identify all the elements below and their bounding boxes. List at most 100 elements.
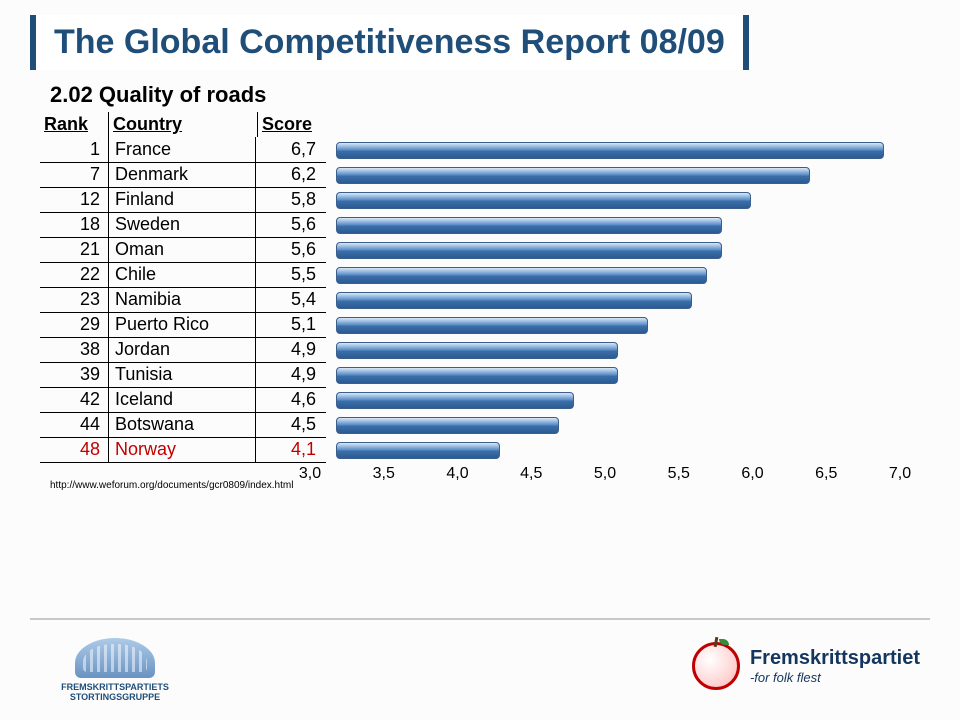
bar xyxy=(336,392,574,409)
cell-rank: 29 xyxy=(40,312,109,338)
table-row: 23Namibia5,4 xyxy=(40,287,920,312)
cell-country: Namibia xyxy=(109,287,256,313)
bar-cell xyxy=(326,162,920,187)
x-tick: 4,0 xyxy=(446,465,468,483)
cell-score: 4,6 xyxy=(256,387,326,413)
cell-country: Iceland xyxy=(109,387,256,413)
table-row: 38Jordan4,9 xyxy=(40,337,920,362)
cell-score: 4,9 xyxy=(256,337,326,363)
table-header-row: Rank Country Score xyxy=(40,112,920,137)
cell-rank: 39 xyxy=(40,362,109,388)
cell-rank: 18 xyxy=(40,212,109,238)
bar xyxy=(336,142,884,159)
table-row: 22Chile5,5 xyxy=(40,262,920,287)
logo-right-line1: Fremskrittspartiet xyxy=(750,647,920,670)
header-country: Country xyxy=(109,112,258,137)
logo-right-line2: -for folk flest xyxy=(750,670,920,685)
cell-rank: 38 xyxy=(40,337,109,363)
source-url: http://www.weforum.org/documents/gcr0809… xyxy=(50,480,293,491)
cell-rank: 21 xyxy=(40,237,109,263)
apple-icon xyxy=(692,642,740,690)
cell-score: 5,6 xyxy=(256,212,326,238)
cell-country: Finland xyxy=(109,187,256,213)
bar-cell xyxy=(326,312,920,337)
cell-score: 5,1 xyxy=(256,312,326,338)
cell-score: 5,4 xyxy=(256,287,326,313)
cell-rank: 44 xyxy=(40,412,109,438)
cell-score: 5,5 xyxy=(256,262,326,288)
table-row: 42Iceland4,6 xyxy=(40,387,920,412)
bar-cell xyxy=(326,237,920,262)
cell-country: Denmark xyxy=(109,162,256,188)
cell-rank: 22 xyxy=(40,262,109,288)
bar xyxy=(336,342,618,359)
bar-cell xyxy=(326,212,920,237)
cell-country: Botswana xyxy=(109,412,256,438)
table-row: 7Denmark6,2 xyxy=(40,162,920,187)
bar xyxy=(336,317,648,334)
cell-country: Puerto Rico xyxy=(109,312,256,338)
bar-cell xyxy=(326,137,920,162)
x-tick: 6,0 xyxy=(741,465,763,483)
header-rank: Rank xyxy=(40,112,109,137)
cell-country: France xyxy=(109,137,256,163)
table-row: 44Botswana4,5 xyxy=(40,412,920,437)
bar xyxy=(336,417,559,434)
x-tick: 5,0 xyxy=(594,465,616,483)
x-tick: 3,0 xyxy=(299,465,321,483)
cell-score: 4,1 xyxy=(256,437,326,463)
cell-score: 5,6 xyxy=(256,237,326,263)
cell-country: Chile xyxy=(109,262,256,288)
logo-right: Fremskrittspartiet -for folk flest xyxy=(692,642,920,690)
table-row: 48Norway4,1 xyxy=(40,437,920,462)
x-axis: 3,0 3,5 4,0 4,5 5,0 5,5 6,0 6,5 7,0 xyxy=(300,462,920,484)
cell-score: 6,2 xyxy=(256,162,326,188)
cell-country: Jordan xyxy=(109,337,256,363)
cell-rank: 12 xyxy=(40,187,109,213)
logo-left-line2: STORTINGSGRUPPE xyxy=(40,692,190,702)
bar-cell xyxy=(326,362,920,387)
cell-country: Sweden xyxy=(109,212,256,238)
logo-left: FREMSKRITTSPARTIETS STORTINGSGRUPPE xyxy=(40,638,190,702)
x-tick: 4,5 xyxy=(520,465,542,483)
x-tick: 6,5 xyxy=(815,465,837,483)
table-row: 18Sweden5,6 xyxy=(40,212,920,237)
bar xyxy=(336,292,692,309)
bar-cell xyxy=(326,262,920,287)
x-tick: 7,0 xyxy=(889,465,911,483)
bar xyxy=(336,442,500,459)
bar xyxy=(336,217,722,234)
content-area: Rank Country Score 1France6,77Denmark6,2… xyxy=(40,112,920,484)
cell-rank: 7 xyxy=(40,162,109,188)
building-icon xyxy=(75,638,155,678)
bar-cell xyxy=(326,412,920,437)
x-tick: 3,5 xyxy=(373,465,395,483)
table-row: 39Tunisia4,9 xyxy=(40,362,920,387)
cell-rank: 42 xyxy=(40,387,109,413)
bar xyxy=(336,167,810,184)
table-row: 21Oman5,6 xyxy=(40,237,920,262)
cell-rank: 1 xyxy=(40,137,109,163)
subtitle: 2.02 Quality of roads xyxy=(50,82,266,108)
x-tick: 5,5 xyxy=(668,465,690,483)
cell-country: Oman xyxy=(109,237,256,263)
table-row: 29Puerto Rico5,1 xyxy=(40,312,920,337)
bar-cell xyxy=(326,387,920,412)
cell-score: 6,7 xyxy=(256,137,326,163)
bar xyxy=(336,192,751,209)
bar xyxy=(336,242,722,259)
bar-cell xyxy=(326,437,920,462)
cell-rank: 23 xyxy=(40,287,109,313)
footer-divider xyxy=(30,618,930,620)
chart-header-spacer xyxy=(326,112,920,137)
bar-cell xyxy=(326,337,920,362)
cell-score: 5,8 xyxy=(256,187,326,213)
page-title: The Global Competitiveness Report 08/09 xyxy=(54,23,725,62)
cell-rank: 48 xyxy=(40,437,109,463)
bar-cell xyxy=(326,187,920,212)
bar xyxy=(336,367,618,384)
cell-country: Norway xyxy=(109,437,256,463)
cell-score: 4,9 xyxy=(256,362,326,388)
header-score: Score xyxy=(258,112,326,137)
table-row: 12Finland5,8 xyxy=(40,187,920,212)
